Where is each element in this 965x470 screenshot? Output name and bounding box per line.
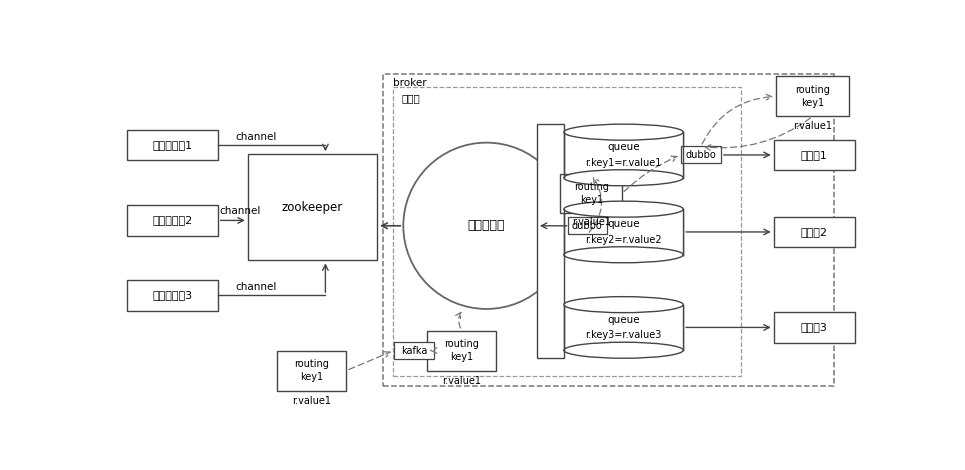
Text: kafka: kafka — [400, 345, 427, 355]
Text: r.key2=r.value2: r.key2=r.value2 — [585, 235, 662, 245]
Text: 转换、处理: 转换、处理 — [468, 219, 506, 232]
Bar — [126, 280, 218, 311]
Text: queue: queue — [607, 315, 640, 325]
Text: key1: key1 — [801, 98, 824, 109]
Bar — [561, 174, 622, 213]
Bar — [681, 147, 721, 164]
Text: routing: routing — [294, 359, 329, 368]
Ellipse shape — [564, 124, 683, 140]
Text: key1: key1 — [300, 373, 323, 383]
Text: key1: key1 — [451, 352, 474, 362]
Text: queue: queue — [607, 142, 640, 152]
Text: 消费者2: 消费者2 — [801, 227, 828, 237]
Bar — [774, 140, 855, 170]
Bar — [277, 351, 346, 391]
Bar — [776, 77, 849, 117]
Bar — [393, 87, 740, 376]
Bar — [774, 217, 855, 247]
Text: 服务提供者2: 服务提供者2 — [152, 215, 192, 226]
Text: 服务提供者3: 服务提供者3 — [152, 290, 192, 300]
Ellipse shape — [564, 170, 683, 186]
Text: r.key3=r.value3: r.key3=r.value3 — [586, 330, 662, 340]
Text: r.value1: r.value1 — [571, 217, 611, 227]
Text: queue: queue — [607, 219, 640, 229]
Text: zookeeper: zookeeper — [282, 201, 344, 214]
Bar — [774, 312, 855, 343]
Text: r.value1: r.value1 — [793, 121, 832, 132]
Ellipse shape — [564, 247, 683, 263]
Ellipse shape — [564, 342, 683, 358]
Ellipse shape — [564, 297, 683, 313]
Bar — [394, 342, 434, 359]
Bar — [568, 217, 607, 234]
Text: 服务提供者1: 服务提供者1 — [152, 140, 192, 150]
Bar — [383, 74, 834, 386]
Text: channel: channel — [235, 282, 277, 292]
Bar — [126, 130, 218, 160]
Bar — [564, 209, 683, 255]
Bar — [537, 124, 564, 358]
Text: r.value1: r.value1 — [292, 396, 331, 406]
Bar — [126, 205, 218, 236]
Text: r.key1=r.value1: r.key1=r.value1 — [586, 157, 662, 168]
Text: dubbo: dubbo — [685, 150, 716, 160]
Text: routing: routing — [574, 182, 609, 192]
Text: channel: channel — [219, 206, 261, 216]
Text: 路由器: 路由器 — [401, 94, 421, 103]
Text: channel: channel — [235, 132, 277, 142]
Text: broker: broker — [393, 78, 427, 88]
Text: 消费者3: 消费者3 — [801, 322, 828, 332]
Text: key1: key1 — [580, 195, 603, 204]
Ellipse shape — [564, 201, 683, 217]
Text: dubbo: dubbo — [572, 221, 603, 231]
Text: r.value1: r.value1 — [442, 376, 482, 385]
Bar — [427, 330, 496, 370]
Text: routing: routing — [445, 338, 480, 349]
Bar — [248, 154, 377, 260]
Bar — [564, 305, 683, 350]
Bar — [564, 132, 683, 178]
Text: 消费者1: 消费者1 — [801, 150, 828, 160]
Text: routing: routing — [795, 85, 830, 94]
